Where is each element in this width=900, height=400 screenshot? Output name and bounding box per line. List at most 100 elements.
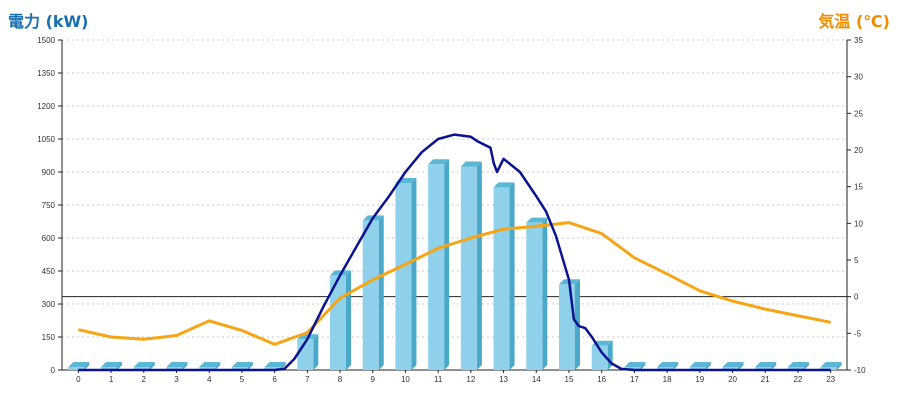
bar-side: [509, 182, 515, 370]
bar-top: [820, 362, 842, 367]
right-tick-label: 0: [854, 293, 859, 302]
bar-side: [84, 362, 90, 370]
power-bar: [755, 367, 772, 370]
bar-side: [411, 178, 417, 370]
x-tick-label: 18: [663, 375, 672, 384]
left-tick-label: 1050: [37, 135, 55, 144]
bar-top: [787, 362, 809, 367]
x-tick-label: 2: [142, 375, 147, 384]
bar-side: [444, 159, 450, 370]
left-tick-label: 450: [42, 267, 56, 276]
right-tick-label: 30: [854, 73, 863, 82]
power-bar: [493, 187, 510, 370]
right-tick-label: 20: [854, 146, 863, 155]
x-tick-label: 17: [630, 375, 639, 384]
power-bar: [264, 367, 281, 370]
bar-side: [215, 362, 221, 370]
power-bar: [526, 222, 543, 370]
bar-top: [755, 362, 777, 367]
bar-top: [166, 362, 188, 367]
bar-side: [803, 362, 809, 370]
right-tick-label: 10: [854, 219, 863, 228]
x-tick-label: 23: [826, 375, 835, 384]
power-bar: [558, 284, 575, 370]
bar-top: [657, 362, 679, 367]
right-tick-label: 5: [854, 256, 859, 265]
bar-side: [117, 362, 123, 370]
power-bar: [787, 367, 804, 370]
bar-top: [68, 362, 90, 367]
power-bar: [722, 367, 739, 370]
x-tick-label: 21: [761, 375, 770, 384]
power-bar: [68, 367, 85, 370]
x-tick-label: 1: [109, 375, 114, 384]
bar-top: [231, 362, 253, 367]
power-bar: [395, 183, 412, 370]
left-tick-label: 750: [42, 201, 56, 210]
bar-top: [199, 362, 221, 367]
bar-top: [722, 362, 744, 367]
power-bar: [231, 367, 248, 370]
power-bar: [657, 367, 674, 370]
bar-top: [460, 161, 482, 167]
power-line: [78, 133, 831, 372]
left-tick-label: 1200: [37, 102, 55, 111]
power-bar: [591, 345, 608, 370]
power-bar: [166, 367, 183, 370]
bar-side: [640, 362, 646, 370]
power-bar: [330, 275, 347, 370]
bar-side: [738, 362, 744, 370]
x-tick-label: 13: [499, 375, 508, 384]
power-bar: [624, 367, 641, 370]
left-axis-title: 電力 (kW): [8, 12, 89, 31]
right-tick-label: 25: [854, 109, 863, 118]
x-tick-label: 7: [305, 375, 310, 384]
x-tick-label: 10: [401, 375, 410, 384]
bar-side: [378, 215, 384, 370]
bar-side: [705, 362, 711, 370]
bar-top: [624, 362, 646, 367]
x-tick-label: 9: [371, 375, 376, 384]
x-tick-label: 4: [207, 375, 212, 384]
x-tick-label: 11: [434, 375, 443, 384]
bar-side: [313, 334, 319, 370]
x-tick-label: 14: [532, 375, 541, 384]
x-tick-label: 20: [728, 375, 737, 384]
left-tick-label: 900: [42, 168, 56, 177]
bar-side: [149, 362, 155, 370]
bar-side: [247, 362, 253, 370]
bar-top: [493, 182, 515, 188]
bar-side: [476, 161, 482, 370]
bar-side: [607, 340, 613, 370]
right-axis-title: 気温 (℃): [818, 12, 890, 31]
left-tick-label: 1500: [37, 36, 55, 45]
x-tick-label: 5: [240, 375, 245, 384]
bar-side: [542, 217, 548, 370]
x-tick-label: 19: [695, 375, 704, 384]
x-tick-label: 0: [76, 375, 81, 384]
bar-top: [428, 159, 450, 165]
power-bar: [199, 367, 216, 370]
temperature-line: [78, 221, 831, 346]
left-tick-label: 1350: [37, 69, 55, 78]
x-tick-label: 22: [793, 375, 802, 384]
right-tick-label: -5: [854, 329, 862, 338]
bar-top: [689, 362, 711, 367]
right-tick-label: -10: [854, 366, 866, 375]
power-bar: [101, 367, 118, 370]
bar-side: [771, 362, 777, 370]
left-tick-label: 600: [42, 234, 56, 243]
power-bar: [362, 220, 379, 370]
bar-top: [101, 362, 123, 367]
power-bar: [820, 367, 837, 370]
bar-top: [526, 217, 548, 223]
power-bar: [689, 367, 706, 370]
bar-top: [264, 362, 286, 367]
bar-side: [673, 362, 679, 370]
x-tick-label: 8: [338, 375, 343, 384]
power-bar: [460, 166, 477, 370]
x-tick-label: 16: [597, 375, 606, 384]
right-tick-label: 15: [854, 183, 863, 192]
